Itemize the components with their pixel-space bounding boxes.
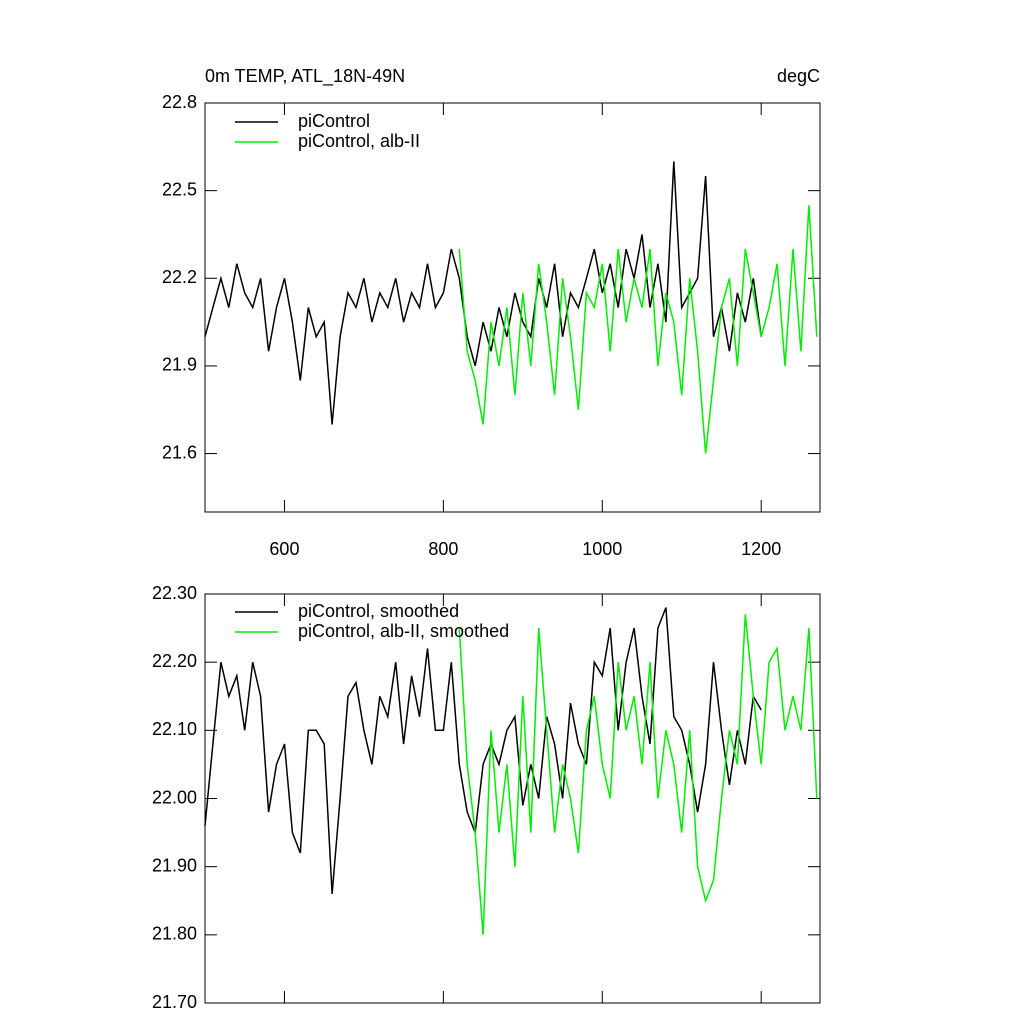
legend-label: piControl, alb-II	[298, 131, 420, 151]
series-line	[458, 614, 818, 935]
y-tick-label: 21.70	[152, 992, 197, 1012]
chart-title: 0m TEMP, ATL_18N-49N	[205, 66, 405, 87]
y-tick-label: 21.6	[162, 442, 197, 462]
y-tick-label: 22.8	[162, 92, 197, 112]
units-label: degC	[777, 66, 820, 86]
y-tick-label: 22.10	[152, 719, 197, 739]
legend-label: piControl, alb-II, smoothed	[298, 621, 509, 641]
x-tick-label: 1000	[582, 539, 622, 559]
x-tick-label: 800	[428, 539, 458, 559]
plot-frame	[204, 593, 821, 1004]
series-line	[204, 161, 762, 425]
y-tick-label: 22.00	[152, 787, 197, 807]
series-line	[204, 607, 762, 894]
plot-frame	[204, 102, 821, 513]
y-tick-label: 21.90	[152, 855, 197, 875]
y-tick-label: 22.2	[162, 267, 197, 287]
y-tick-label: 22.20	[152, 651, 197, 671]
y-tick-label: 21.9	[162, 355, 197, 375]
series-line	[458, 205, 818, 454]
y-tick-label: 21.80	[152, 924, 197, 944]
y-tick-label: 22.30	[152, 583, 197, 603]
legend-label: piControl, smoothed	[298, 601, 459, 621]
y-tick-label: 22.5	[162, 179, 197, 199]
x-tick-label: 1200	[741, 539, 781, 559]
x-tick-label: 600	[269, 539, 299, 559]
legend-label: piControl	[298, 111, 370, 131]
